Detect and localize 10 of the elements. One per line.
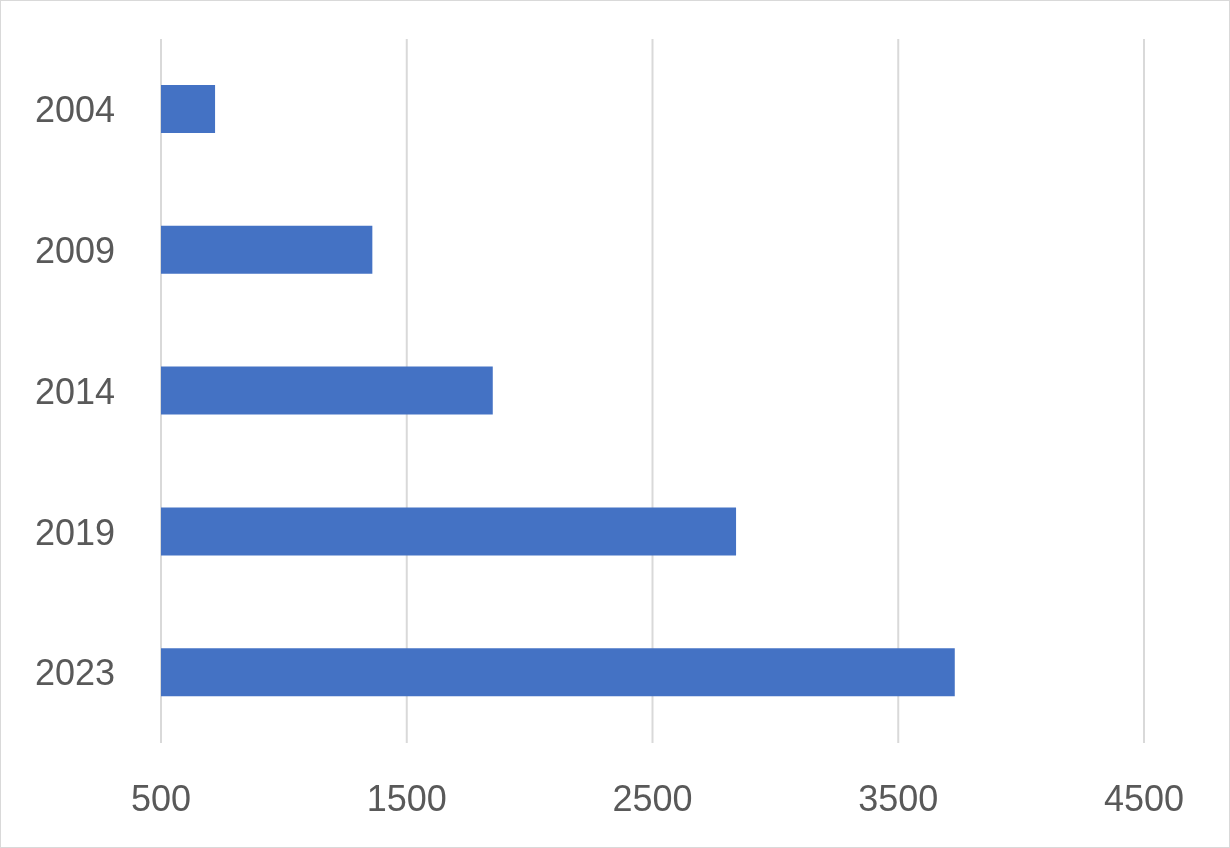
y-tick-label: 2009 (34, 229, 115, 271)
x-tick-label: 500 (130, 777, 192, 819)
x-tick-label: 2500 (612, 777, 693, 819)
y-tick-label: 2014 (34, 370, 115, 412)
y-tick-label: 2004 (34, 89, 115, 131)
x-tick-label: 3500 (858, 777, 939, 819)
x-tick-label: 1500 (366, 777, 447, 819)
y-tick-label: 2019 (34, 511, 115, 553)
x-tick-label: 4500 (1103, 777, 1185, 819)
y-tick-label: 2023 (34, 652, 115, 694)
